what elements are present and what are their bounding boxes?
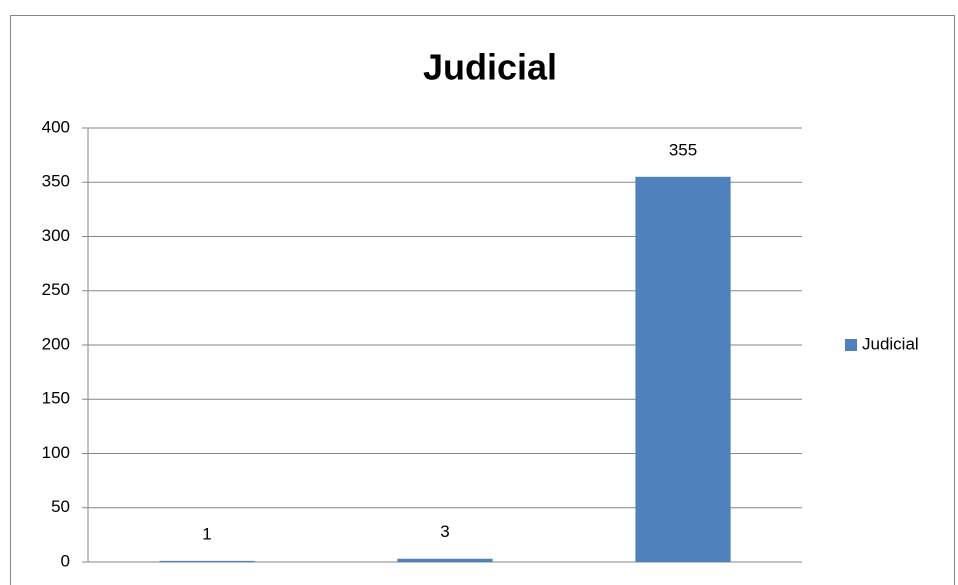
y-tick-label: 200 [42,334,70,353]
y-tick-label: 50 [51,497,70,516]
y-tick-label: 400 [42,117,70,136]
y-tick-label: 0 [61,551,70,570]
data-label: 1 [202,524,211,543]
bar [635,176,731,562]
y-tick-label: 150 [42,389,70,408]
y-tick-label: 100 [42,443,70,462]
chart-title: Judicial [423,47,557,88]
y-tick-label: 250 [42,280,70,299]
legend-label: Judicial [862,334,919,353]
data-label: 3 [440,522,449,541]
bar [159,560,255,562]
y-tick-label: 350 [42,172,70,191]
y-tick-label: 300 [42,226,70,245]
chart-border [10,15,955,585]
bar [397,558,493,562]
legend-swatch [845,339,857,351]
data-label: 355 [669,140,697,159]
